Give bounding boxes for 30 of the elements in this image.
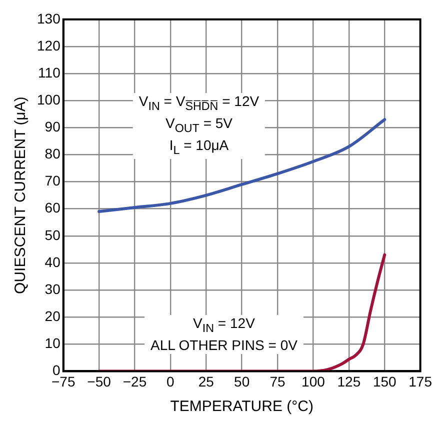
y-tick-label: 60 xyxy=(44,200,61,216)
text: V$_{IN}$ = V$_{S̅H̅D̅N̅}$ = 12V V$_{OUT}$ = 5V I$_{L}$ = 10μA xyxy=(138,93,260,157)
x-tick-label: 25 xyxy=(198,373,214,390)
y-tick-label: 130 xyxy=(37,10,61,26)
annotation: V$_{IN}$ = 12V ALL OTHER PINS = 0V xyxy=(144,314,304,354)
x-tick-label: 175 xyxy=(408,373,432,390)
y-tick-label: 80 xyxy=(44,146,61,162)
x-tick-label: −25 xyxy=(122,373,147,390)
y-tick-label: 120 xyxy=(37,37,61,54)
x-tick-label: −50 xyxy=(87,373,112,390)
x-tick-label: 125 xyxy=(337,373,361,390)
y-tick-label: 30 xyxy=(44,280,61,297)
y-tick-label: 90 xyxy=(44,118,61,135)
line-series xyxy=(98,118,386,214)
x-tick-label: 0 xyxy=(166,373,175,390)
x-tick-label: 50 xyxy=(234,373,250,390)
x-tick-label: 75 xyxy=(270,373,286,390)
y-tick-label: 70 xyxy=(44,172,61,189)
x-tick-label: 150 xyxy=(372,373,397,390)
y-tick-label: 110 xyxy=(38,64,61,80)
y-tick-label: 0 xyxy=(52,362,61,378)
y-tick-label: 10 xyxy=(44,335,61,351)
line-series xyxy=(98,253,386,372)
y-axis-title: QUIESCENT CURRENT (μA) xyxy=(12,96,30,294)
y-tick-label: 100 xyxy=(37,91,61,108)
y-tick-label: 40 xyxy=(44,254,61,270)
y-tick-label: 20 xyxy=(44,308,61,324)
x-axis-title: TEMPERATURE (°C) xyxy=(170,398,314,416)
x-tick-label: 100 xyxy=(302,373,326,390)
y-tick-label: 50 xyxy=(44,226,61,243)
